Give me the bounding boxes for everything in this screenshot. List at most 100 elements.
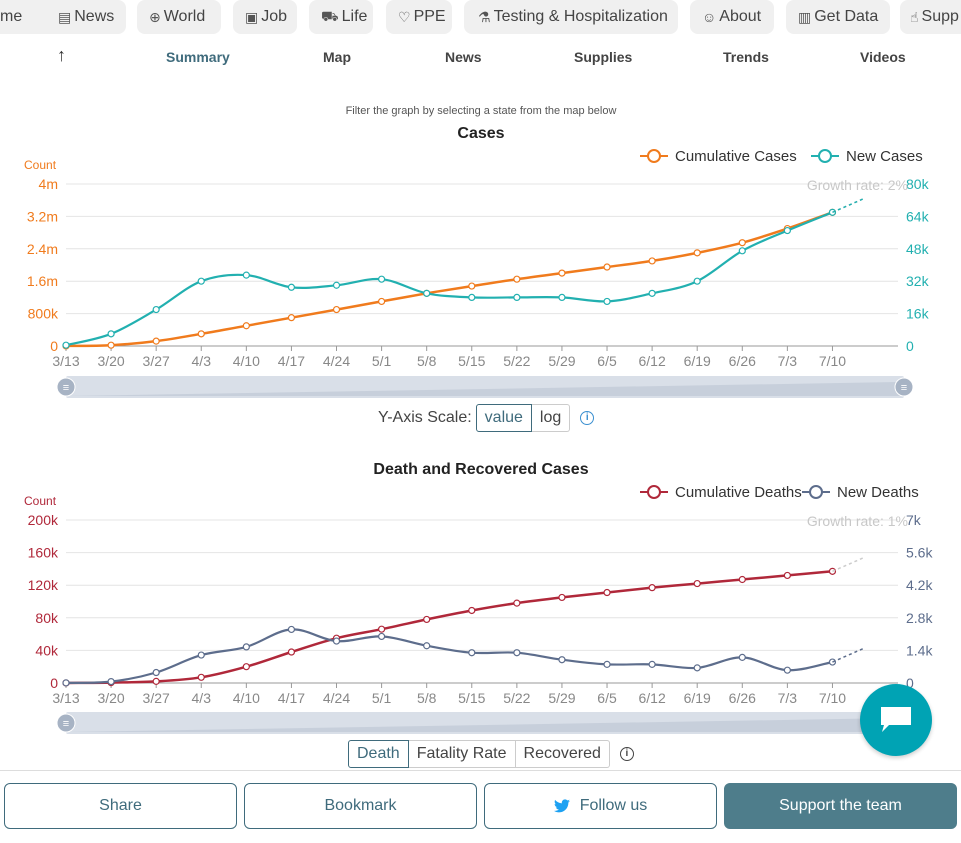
x-tick-label: 6/5	[597, 690, 617, 706]
tab-map[interactable]: Map	[323, 49, 351, 65]
data-point	[783, 666, 791, 674]
info-icon[interactable]: i	[580, 411, 595, 425]
y-axis-scale-control: Y-Axis Scale: value log i	[378, 404, 595, 432]
nav-pill-life[interactable]: ⛟ Life	[309, 0, 373, 34]
data-point	[558, 593, 566, 602]
data-point	[423, 615, 431, 624]
share-button-label: Share	[99, 797, 142, 814]
x-tick-label: 5/22	[503, 353, 530, 369]
data-point	[62, 341, 70, 349]
data-point	[693, 664, 701, 672]
x-tick-label: 5/8	[417, 353, 437, 369]
x-tick-label: 4/24	[323, 690, 350, 706]
data-point	[603, 660, 611, 668]
data-point	[648, 289, 656, 297]
y-left-tick-label: 800k	[28, 306, 59, 322]
y-right-tick-label: 80k	[906, 176, 930, 192]
x-tick-label: 6/12	[638, 353, 665, 369]
tab-supplies[interactable]: Supplies	[574, 49, 633, 65]
legend-marker	[647, 485, 661, 499]
scale-log-button[interactable]: log	[531, 404, 571, 432]
users-icon: ☺	[702, 9, 717, 25]
death-recovered-chart[interactable]: Death and Recovered Cases Count 0 0 40k 1.4k 8…	[0, 450, 961, 738]
scale-value-button[interactable]: value	[475, 404, 532, 432]
range-slider-handle	[56, 377, 76, 397]
nav-pill-job[interactable]: ▣ Job	[233, 0, 297, 34]
data-point	[738, 653, 746, 661]
data-point	[242, 322, 250, 330]
x-tick-label: 6/19	[684, 690, 711, 706]
nav-pill-support[interactable]: ☝ Supp	[900, 0, 961, 34]
recovered-button[interactable]: Recovered	[515, 740, 610, 768]
data-point	[242, 663, 250, 671]
series-line-new	[65, 211, 833, 347]
newspaper-icon: ▤	[58, 8, 72, 25]
y-axis-scale-label: Y-Axis Scale:	[378, 409, 472, 426]
death-metric-control: Death Fatality Rate Recovered i	[348, 740, 634, 768]
share-button[interactable]: Share	[4, 783, 237, 829]
nav-pill-ppe[interactable]: ♡ PPE	[386, 0, 452, 34]
follow-us-button[interactable]: Follow us	[484, 783, 717, 829]
tab-news[interactable]: News	[445, 49, 482, 65]
x-tick-label: 3/13	[52, 690, 79, 706]
data-point	[558, 269, 566, 277]
y-axis-title: Count	[24, 494, 57, 508]
tab-summary[interactable]: Summary	[166, 49, 230, 65]
scroll-top-arrow-icon[interactable]: ↑	[57, 45, 66, 65]
y-left-tick-label: 0	[50, 675, 58, 691]
data-point	[332, 305, 341, 314]
data-point	[648, 257, 656, 265]
data-point	[107, 341, 115, 349]
y-right-tick-label: 32k	[906, 273, 930, 289]
x-tick-label: 7/3	[778, 353, 798, 369]
info-icon[interactable]: i	[619, 747, 634, 761]
support-team-button[interactable]: Support the team	[724, 783, 957, 829]
tab-videos[interactable]: Videos	[860, 49, 906, 65]
tab-trends[interactable]: Trends	[723, 49, 769, 65]
data-point	[287, 648, 296, 656]
x-tick-label: 7/10	[819, 353, 846, 369]
x-tick-label: 7/10	[819, 690, 846, 706]
x-tick-label: 5/29	[548, 353, 575, 369]
handle-grip-icon: ≡	[63, 718, 69, 730]
nav-pill-news[interactable]: ▤ News	[46, 0, 126, 34]
data-point	[513, 293, 521, 301]
data-point	[738, 575, 746, 584]
x-tick-label: 4/10	[233, 690, 260, 706]
data-point	[603, 263, 611, 271]
legend-label: New Deaths	[837, 484, 919, 501]
chat-button[interactable]	[860, 684, 932, 756]
y-right-tick-label: 2.8k	[906, 610, 933, 626]
data-point	[242, 271, 250, 279]
nav-pill-news-label: News	[74, 8, 115, 25]
data-point	[287, 314, 296, 322]
flask-icon: ⚗	[478, 8, 491, 25]
data-point	[152, 677, 160, 685]
heart-icon: ♡	[398, 8, 411, 25]
death-button[interactable]: Death	[348, 740, 409, 768]
y-left-tick-label: 0	[50, 338, 58, 354]
nav-pill-testing-label: Testing & Hospitalization	[493, 8, 668, 25]
nav-pill-get-data[interactable]: ▥ Get Data	[786, 0, 890, 34]
data-point	[107, 330, 115, 338]
nav-pill-about[interactable]: ☺ About	[690, 0, 774, 34]
nav-pill-testing[interactable]: ⚗ Testing & Hospitalization	[464, 0, 678, 34]
x-tick-label: 3/27	[143, 690, 170, 706]
data-point	[62, 679, 70, 687]
x-tick-label: 3/20	[97, 690, 124, 706]
nav-pill-world-label: World	[163, 8, 206, 25]
x-tick-label: 7/3	[778, 690, 798, 706]
data-point	[197, 651, 205, 659]
fatality-rate-button[interactable]: Fatality Rate	[408, 740, 516, 768]
data-point	[558, 293, 566, 301]
legend-marker	[818, 149, 832, 163]
x-tick-label: 5/1	[372, 690, 392, 706]
bookmark-button[interactable]: Bookmark	[244, 783, 477, 829]
data-point	[378, 297, 386, 306]
x-tick-label: 6/26	[729, 353, 756, 369]
cases-chart[interactable]: Cases Count 0 0 800k 16k 1.6m 32k 2.4m 48k 3.2m 64k…	[0, 98, 961, 400]
nav-pill-world[interactable]: ⊕ World	[137, 0, 221, 34]
thumbs-up-icon: ☝	[910, 8, 919, 25]
data-point	[107, 678, 115, 686]
range-slider-preview	[66, 718, 900, 732]
